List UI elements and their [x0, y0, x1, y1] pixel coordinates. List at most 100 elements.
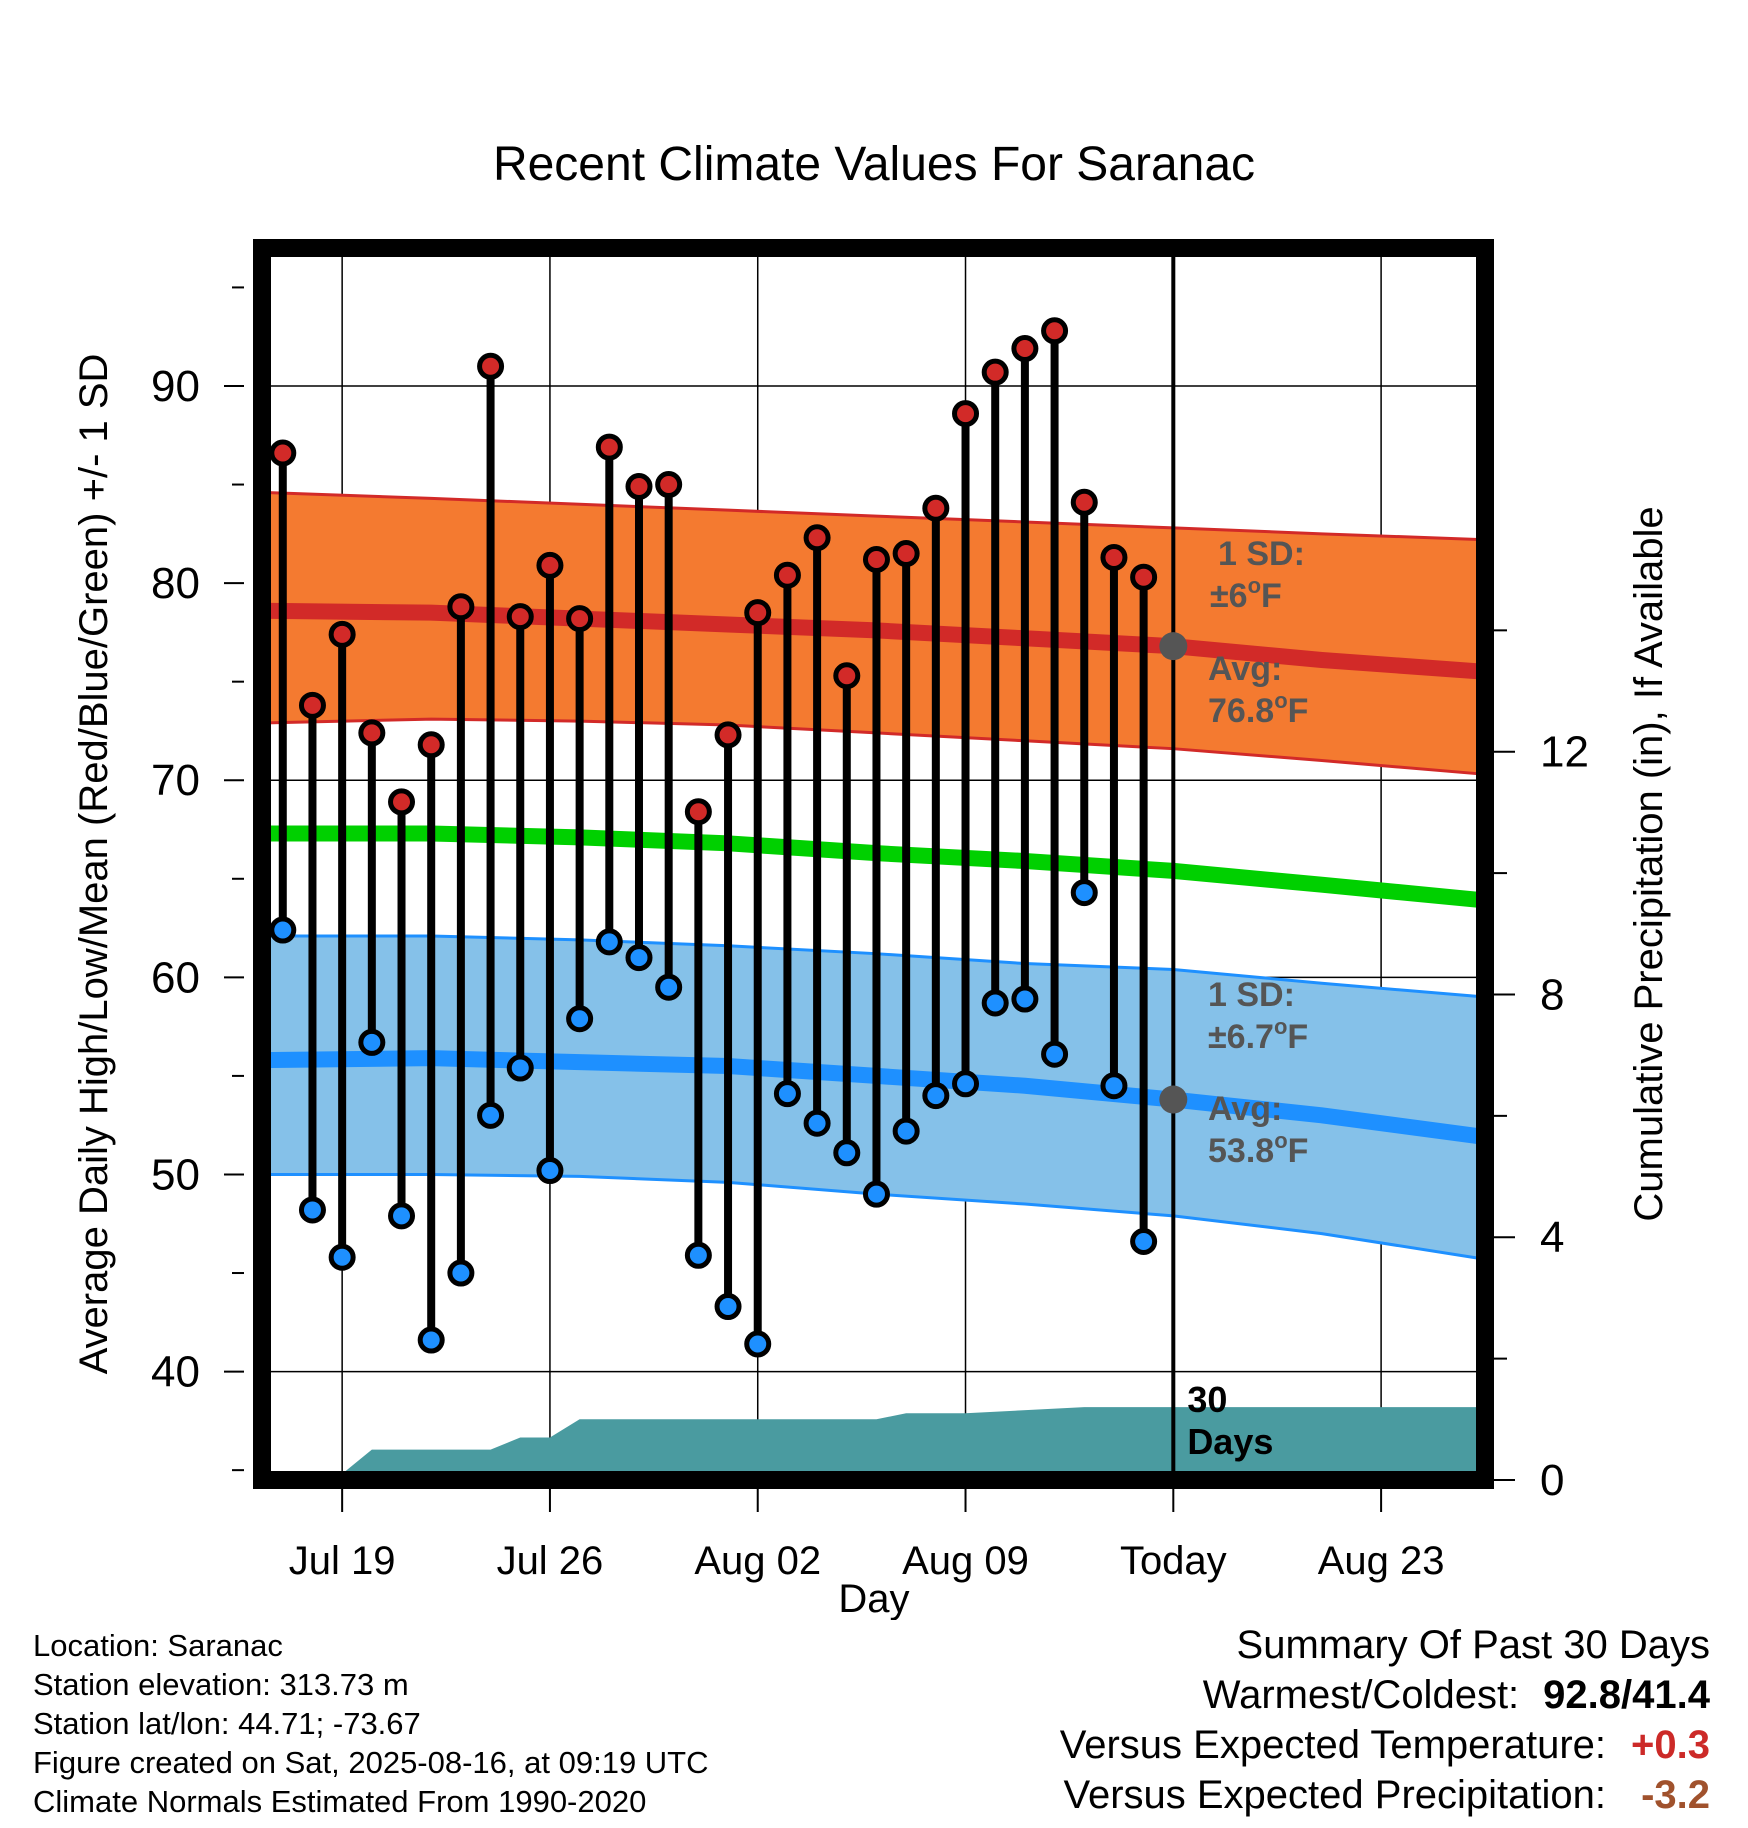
x-tick-label: Jul 26 [497, 1539, 604, 1583]
high-sd-label: 1 SD: [1218, 535, 1305, 573]
summary-precip-row: Versus Expected Precipitation: -3.2 [1060, 1770, 1710, 1820]
high-temp-point [684, 798, 712, 826]
low-temp-point [269, 916, 297, 944]
high-temp-point [625, 473, 653, 501]
high-temp-point [773, 561, 801, 589]
y-tick-label: 80 [151, 559, 200, 608]
high-temp-point [269, 439, 297, 467]
low-temp-point [447, 1259, 475, 1287]
low-temp-point [1100, 1072, 1128, 1100]
y2-tick-label: 0 [1540, 1456, 1564, 1505]
temp-label: Versus Expected Temperature: [1059, 1723, 1606, 1767]
low-temp-point [477, 1101, 505, 1129]
x-tick-label: Aug 09 [902, 1539, 1029, 1583]
high-temp-point [388, 788, 416, 816]
high-temp-point [922, 494, 950, 522]
low-temp-point [625, 944, 653, 972]
low-temp-point [1011, 985, 1039, 1013]
high-temp-point [358, 719, 386, 747]
low-temp-point [358, 1028, 386, 1056]
high-temp-point [981, 358, 1009, 386]
today-days-word: Days [1187, 1421, 1273, 1462]
low-temp-point [506, 1054, 534, 1082]
low-temp-point [328, 1243, 356, 1271]
high-temp-point [714, 721, 742, 749]
high-temp-point [1130, 563, 1158, 591]
x-tick-label: Jul 19 [289, 1539, 396, 1583]
station-info: Location: Saranac Station elevation: 313… [33, 1626, 709, 1821]
summary-warmest-row: Warmest/Coldest: 92.8/41.4 [1060, 1670, 1710, 1720]
low-temp-point [981, 989, 1009, 1017]
high-temp-point [447, 593, 475, 621]
low-temp-point [388, 1202, 416, 1230]
low-temp-point [922, 1082, 950, 1110]
low-temp-point [1041, 1040, 1069, 1068]
low-temp-point [803, 1109, 831, 1137]
high-temp-point [328, 620, 356, 648]
today-avg-high-dot [1159, 632, 1188, 661]
low-temp-point [417, 1326, 445, 1354]
low-sd-value: ±6.7oF [1208, 1014, 1308, 1056]
x-axis-label: Day [838, 1577, 909, 1620]
y-tick-label: 60 [151, 953, 200, 1002]
plot-frame [253, 239, 1494, 1489]
elevation-text: Station elevation: 313.73 m [33, 1667, 409, 1702]
low-sd-label: 1 SD: [1208, 976, 1295, 1014]
y2-tick-label: 12 [1540, 728, 1589, 777]
low-avg-value: 53.8oF [1208, 1128, 1308, 1170]
warmest-value: 92.8/41.4 [1543, 1673, 1710, 1717]
high-temp-point [803, 524, 831, 552]
precip-value: -3.2 [1641, 1773, 1710, 1817]
location-text: Location: Saranac [33, 1628, 283, 1663]
high-sd-upper-line [261, 490, 1486, 542]
low-temp-point [1070, 879, 1098, 907]
high-temp-point [892, 540, 920, 568]
high-temp-point [1070, 488, 1098, 516]
high-temp-point [595, 433, 623, 461]
low-temp-point [595, 928, 623, 956]
low-temp-point [655, 973, 683, 1001]
warmest-label: Warmest/Coldest: [1202, 1673, 1520, 1717]
temp-value: +0.3 [1631, 1723, 1710, 1767]
high-temp-point [298, 691, 326, 719]
y-tick-label: 70 [151, 756, 200, 805]
high-sd-value: ±6oF [1210, 573, 1282, 615]
y2-tick-label: 8 [1540, 970, 1564, 1019]
high-avg-label: Avg: [1208, 650, 1282, 688]
normals-text: Climate Normals Estimated From 1990-2020 [33, 1784, 647, 1819]
low-temp-point [566, 1005, 594, 1033]
y-axis-label: Average Daily High/Low/Mean (Red/Blue/Gr… [72, 354, 116, 1375]
summary-temp-row: Versus Expected Temperature: +0.3 [1060, 1720, 1710, 1770]
y-tick-label: 90 [151, 362, 200, 411]
high-temp-point [862, 545, 890, 573]
chart-title: Recent Climate Values For Saranac [493, 138, 1255, 191]
low-temp-point [862, 1180, 890, 1208]
high-temp-point [536, 551, 564, 579]
high-temp-point [655, 471, 683, 499]
today-avg-low-dot [1159, 1085, 1188, 1114]
x-tick-label: Today [1120, 1539, 1227, 1583]
low-temp-point [1130, 1227, 1158, 1255]
today-days-number: 30 [1187, 1379, 1227, 1420]
high-temp-point [506, 603, 534, 631]
high-temp-point [744, 599, 772, 627]
high-temp-point [417, 731, 445, 759]
precip-label: Versus Expected Precipitation: [1063, 1773, 1606, 1817]
y2-tick-label: 4 [1540, 1213, 1564, 1262]
high-temp-point [833, 662, 861, 690]
summary-heading: Summary Of Past 30 Days [1236, 1623, 1710, 1667]
latlon-text: Station lat/lon: 44.71; -73.67 [33, 1706, 421, 1741]
low-temp-point [952, 1070, 980, 1098]
low-temp-point [536, 1157, 564, 1185]
low-temp-point [773, 1080, 801, 1108]
precip-area [262, 1407, 1485, 1480]
low-temp-point [714, 1293, 742, 1321]
x-tick-label: Aug 23 [1318, 1539, 1445, 1583]
x-tick-label: Aug 02 [694, 1539, 821, 1583]
low-temp-point [298, 1196, 326, 1224]
y-tick-label: 40 [151, 1348, 200, 1397]
high-temp-point [1041, 317, 1069, 345]
low-temp-point [833, 1139, 861, 1167]
high-temp-point [1011, 335, 1039, 363]
